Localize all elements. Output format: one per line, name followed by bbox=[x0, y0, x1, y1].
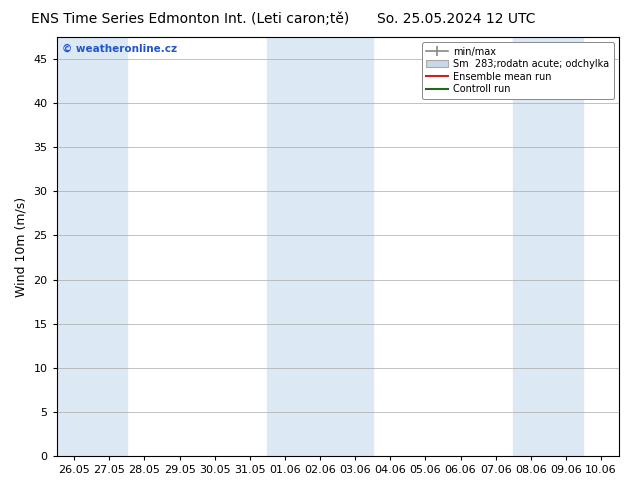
Bar bbox=[56, 37, 92, 456]
Bar bbox=[338, 37, 373, 456]
Bar bbox=[548, 37, 583, 456]
Bar bbox=[268, 37, 302, 456]
Bar bbox=[513, 37, 548, 456]
Y-axis label: Wind 10m (m/s): Wind 10m (m/s) bbox=[15, 196, 28, 296]
Bar bbox=[92, 37, 127, 456]
Text: © weatheronline.cz: © weatheronline.cz bbox=[62, 43, 178, 53]
Legend: min/max, Sm  283;rodatn acute; odchylka, Ensemble mean run, Controll run: min/max, Sm 283;rodatn acute; odchylka, … bbox=[422, 42, 614, 99]
Bar bbox=[302, 37, 338, 456]
Text: So. 25.05.2024 12 UTC: So. 25.05.2024 12 UTC bbox=[377, 12, 536, 26]
Text: ENS Time Series Edmonton Int. (Leti caron;tě): ENS Time Series Edmonton Int. (Leti caro… bbox=[31, 12, 349, 26]
